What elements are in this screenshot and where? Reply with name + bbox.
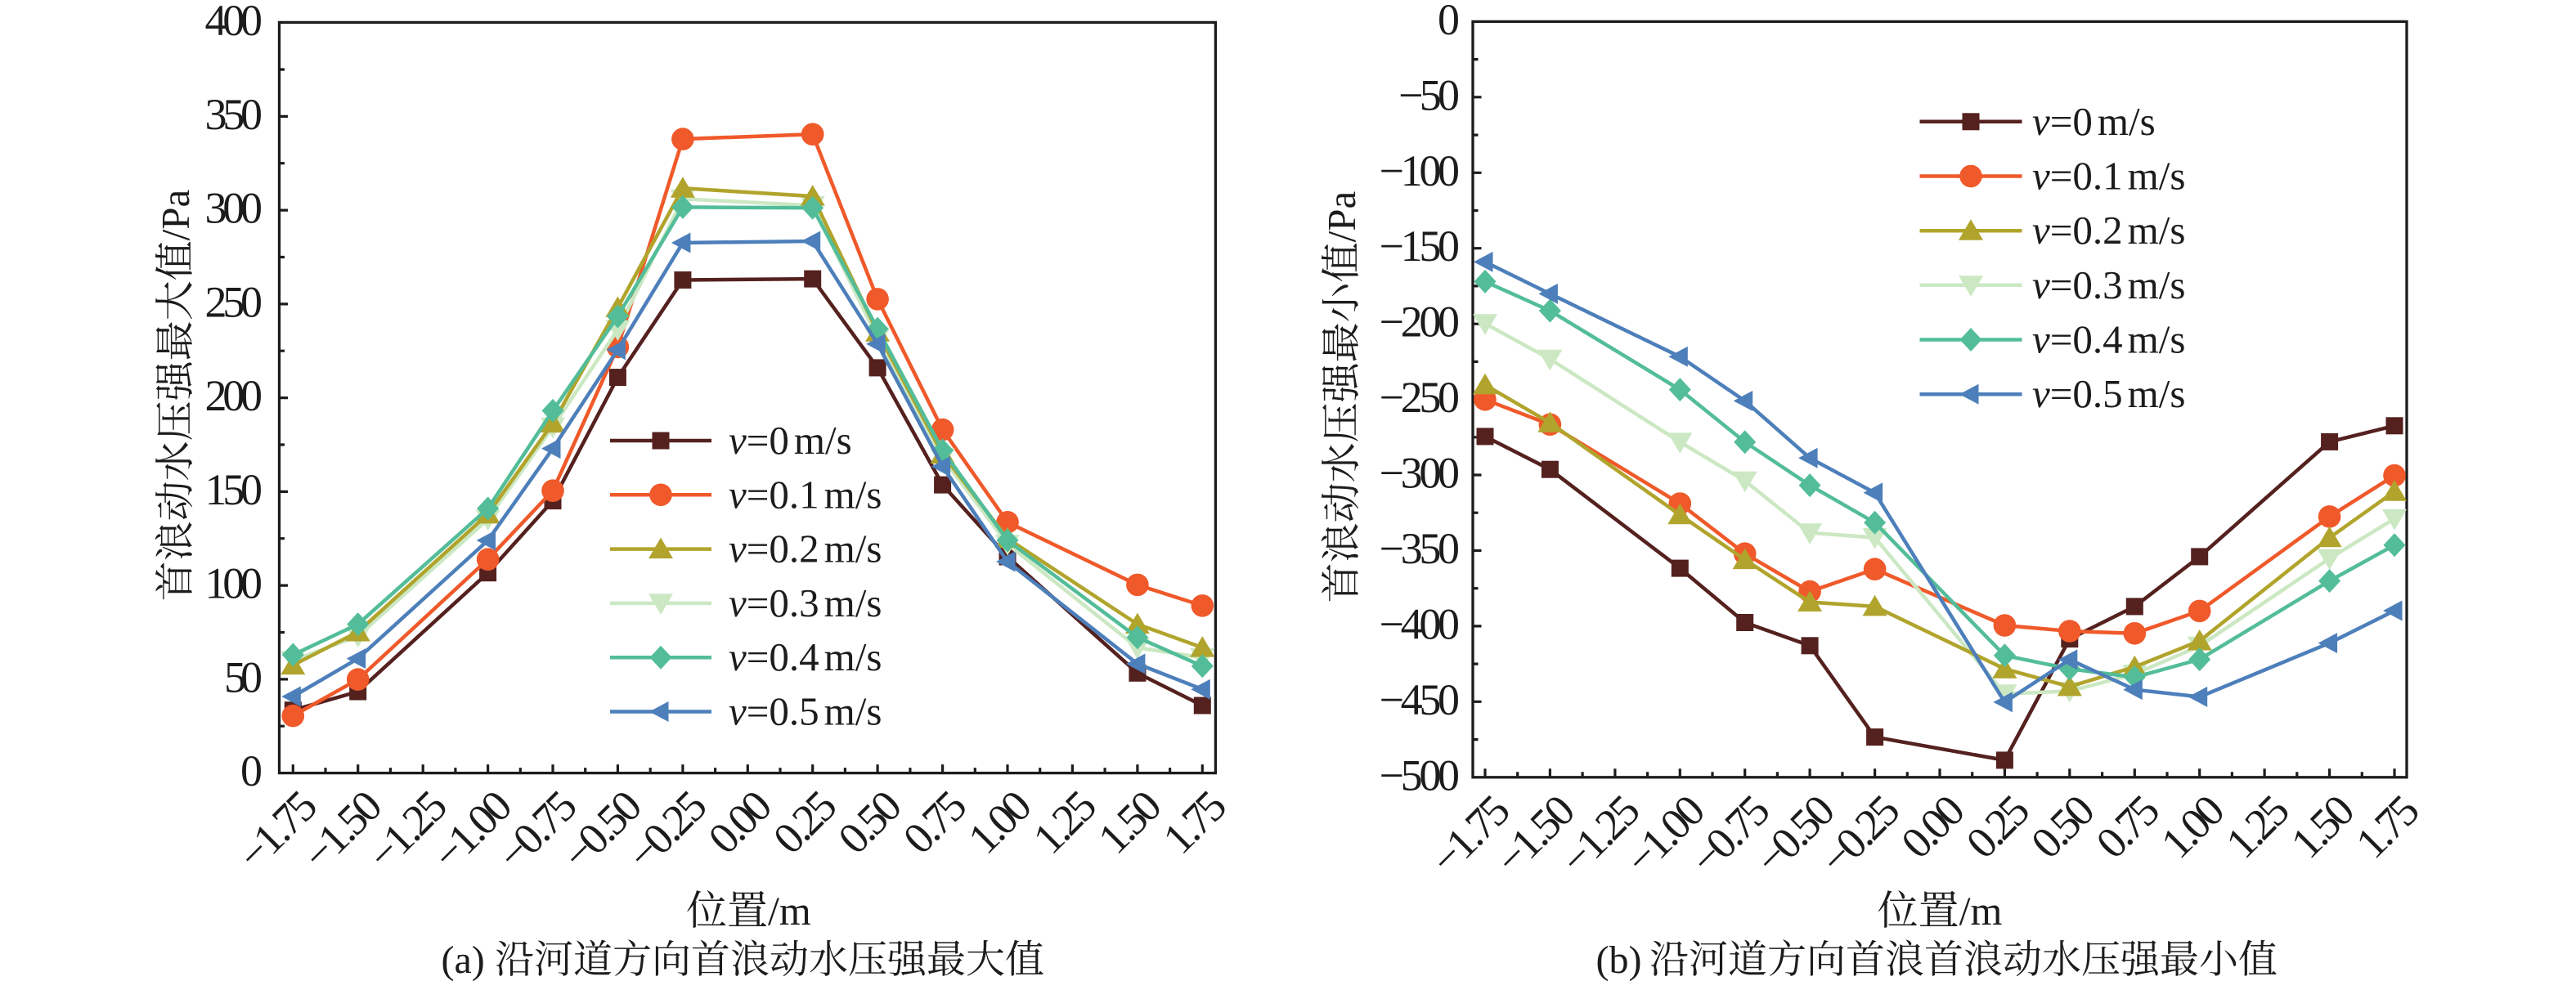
svg-text:v=0.4m/s: v=0.4 m/s bbox=[729, 634, 882, 679]
svg-text:−50: −50 bbox=[1398, 70, 1460, 119]
svg-text:v=0.3m/s: v=0.3 m/s bbox=[2032, 262, 2185, 307]
svg-text:300: 300 bbox=[205, 184, 263, 233]
svg-text:−400: −400 bbox=[1380, 599, 1461, 648]
svg-text:(a): (a) bbox=[442, 938, 485, 982]
svg-text:(b): (b) bbox=[1596, 938, 1642, 982]
svg-text:−100: −100 bbox=[1380, 146, 1461, 195]
svg-text:v=0.1m/s: v=0.1 m/s bbox=[2032, 154, 2185, 199]
svg-text:/m: /m bbox=[768, 888, 811, 934]
svg-text:150: 150 bbox=[205, 465, 263, 514]
svg-text:v=0.2m/s: v=0.2 m/s bbox=[729, 526, 882, 571]
svg-text:−500: −500 bbox=[1380, 750, 1461, 800]
svg-text:−250: −250 bbox=[1380, 373, 1461, 422]
svg-text:350: 350 bbox=[205, 90, 263, 139]
svg-text:−150: −150 bbox=[1380, 222, 1461, 271]
svg-text:−450: −450 bbox=[1380, 675, 1461, 724]
svg-text:200: 200 bbox=[205, 371, 263, 420]
svg-text:−200: −200 bbox=[1380, 298, 1461, 347]
svg-text:−350: −350 bbox=[1380, 524, 1461, 573]
svg-text:v=0.5m/s: v=0.5 m/s bbox=[729, 689, 882, 734]
svg-text:0: 0 bbox=[240, 746, 263, 795]
svg-text:100: 100 bbox=[205, 559, 263, 608]
svg-text:/Pa: /Pa bbox=[153, 189, 198, 240]
svg-text:0: 0 bbox=[1438, 0, 1460, 44]
svg-text:50: 50 bbox=[224, 652, 263, 701]
svg-text:−300: −300 bbox=[1380, 449, 1461, 498]
svg-text:/m: /m bbox=[1959, 888, 2003, 934]
svg-text:250: 250 bbox=[205, 277, 263, 326]
svg-text:v=0.3m/s: v=0.3 m/s bbox=[729, 580, 882, 625]
svg-text:/Pa: /Pa bbox=[1319, 191, 1364, 243]
svg-text:v=0.1m/s: v=0.1 m/s bbox=[729, 472, 882, 517]
svg-text:v=0.5m/s: v=0.5 m/s bbox=[2032, 371, 2185, 416]
svg-text:v=0.4m/s: v=0.4 m/s bbox=[2032, 317, 2185, 362]
svg-text:v=0.2m/s: v=0.2 m/s bbox=[2032, 208, 2185, 253]
svg-text:400: 400 bbox=[205, 0, 263, 45]
